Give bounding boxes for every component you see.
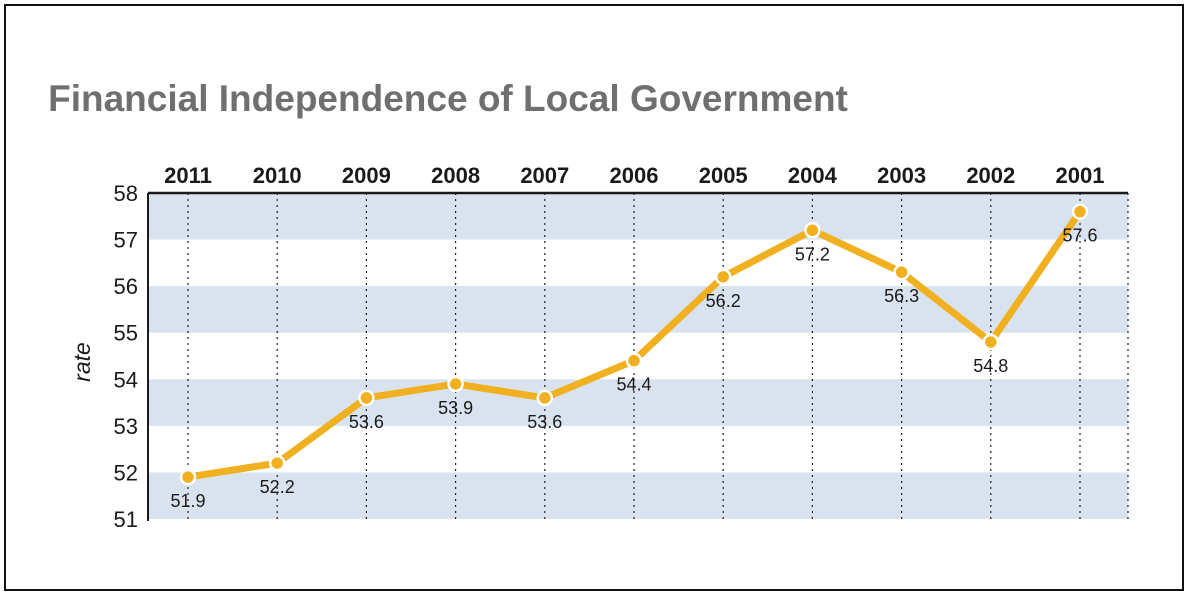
data-label-2011: 51.9 — [170, 491, 205, 511]
x-tick-labels: 2011 2010 2009 2008 2007 2006 2005 2004 2003 2002… — [164, 163, 1104, 188]
line-chart: Financial Independence of Local Governme… — [48, 78, 1129, 532]
y-tick-53: 53 — [114, 414, 138, 439]
point-2003 — [893, 263, 910, 281]
point-2009 — [358, 389, 375, 407]
x-tick-2011: 2011 — [164, 163, 212, 188]
data-label-2005: 56.2 — [706, 291, 741, 311]
x-tick-2006: 2006 — [610, 163, 659, 188]
data-label-2009: 53.6 — [349, 412, 384, 432]
y-tick-56: 56 — [114, 274, 138, 299]
data-labels: 51.9 52.2 53.6 53.9 53.6 54.4 56.2 57.2 56.3 54.8… — [170, 226, 1097, 511]
y-tick-labels: 51 52 53 54 55 56 57 58 — [114, 181, 138, 532]
x-tick-2010: 2010 — [253, 163, 302, 188]
y-tick-57: 57 — [114, 228, 138, 253]
y-tick-55: 55 — [114, 321, 138, 346]
x-tick-2004: 2004 — [788, 163, 838, 188]
point-2007 — [536, 389, 554, 407]
axes — [147, 191, 1128, 521]
point-2005 — [714, 268, 732, 286]
point-2004 — [804, 222, 821, 239]
point-2010 — [268, 454, 286, 472]
data-label-2008: 53.9 — [438, 398, 473, 418]
data-label-2002: 54.8 — [973, 356, 1008, 376]
y-axis-label: rate — [69, 342, 95, 382]
point-2008 — [447, 375, 464, 393]
band-55-56 — [148, 286, 1128, 333]
x-tick-2008: 2008 — [431, 163, 480, 188]
x-tick-2009: 2009 — [342, 163, 391, 188]
band-51-52 — [148, 472, 1128, 519]
y-tick-54: 54 — [114, 367, 138, 392]
point-2011 — [179, 468, 197, 486]
data-label-2003: 56.3 — [884, 286, 919, 306]
data-label-2001: 57.6 — [1062, 226, 1097, 246]
chart-frame: Financial Independence of Local Governme… — [4, 4, 1184, 591]
y-tick-51: 51 — [114, 507, 138, 532]
x-tick-2002: 2002 — [966, 163, 1015, 188]
data-label-2010: 52.2 — [260, 477, 295, 497]
data-label-2007: 53.6 — [527, 412, 562, 432]
point-2001 — [1071, 203, 1089, 220]
point-2002 — [982, 333, 1000, 351]
x-tick-2003: 2003 — [877, 163, 926, 188]
y-tick-52: 52 — [114, 460, 138, 485]
background-bands — [148, 193, 1128, 519]
series-rate — [179, 203, 1089, 486]
data-label-2006: 54.4 — [616, 375, 651, 395]
band-57-58 — [148, 193, 1128, 240]
band-53-54 — [148, 379, 1128, 426]
x-tick-2005: 2005 — [699, 163, 748, 188]
x-tick-2007: 2007 — [520, 163, 569, 188]
x-tick-2001: 2001 — [1056, 163, 1105, 188]
y-tick-58: 58 — [114, 181, 138, 206]
data-label-2004: 57.2 — [795, 244, 830, 264]
chart-title: Financial Independence of Local Governme… — [48, 78, 848, 119]
point-2006 — [625, 352, 643, 369]
